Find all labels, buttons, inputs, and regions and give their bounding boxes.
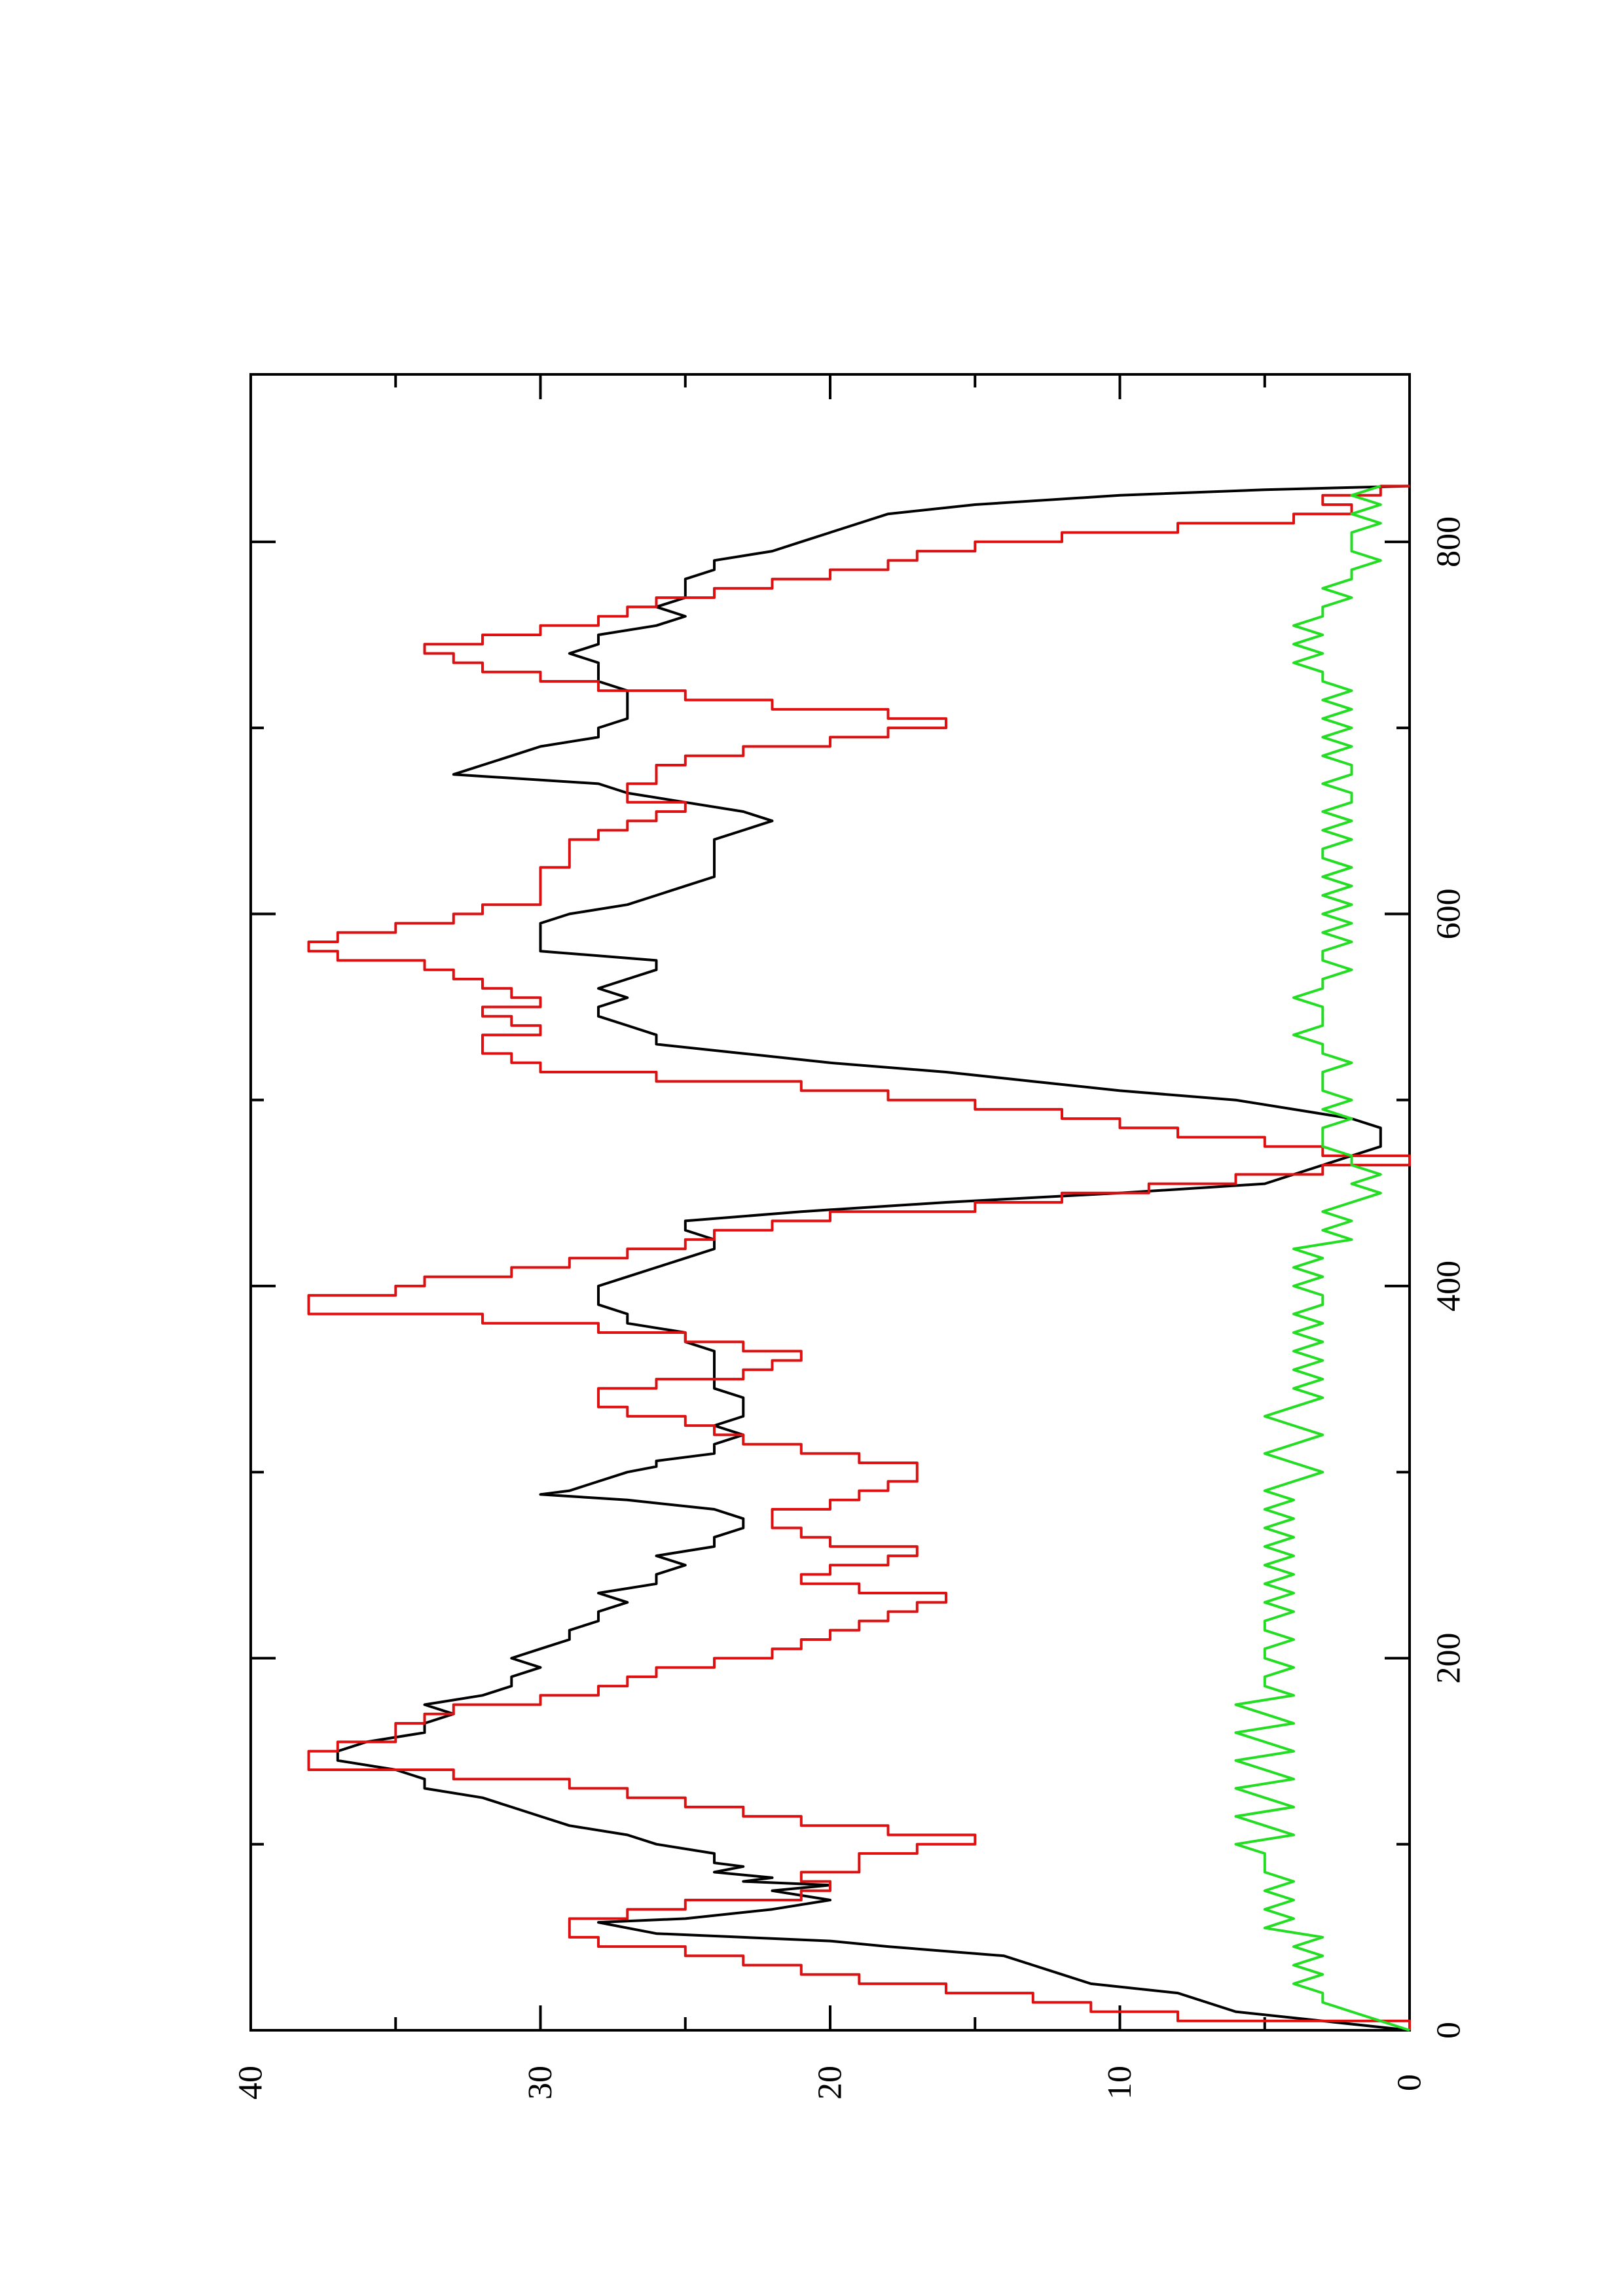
- tick-labels: 0 200 400 600 800 0 10 20 30 40: [232, 516, 1468, 2100]
- x-tick-label: 200: [1431, 1632, 1468, 1683]
- y-tick-label: 20: [812, 2066, 849, 2100]
- y-tick-label: 30: [522, 2066, 559, 2100]
- x-tick-label: 0: [1431, 2022, 1468, 2039]
- y-tick-label: 0: [1391, 2074, 1429, 2091]
- series-line-3: [1234, 484, 1410, 2032]
- x-tick-label: 600: [1431, 888, 1468, 939]
- y-tick-label: 10: [1101, 2066, 1139, 2100]
- series-line-1: [336, 484, 1410, 2032]
- x-tick-label: 400: [1431, 1261, 1468, 1312]
- series-line-2: [307, 484, 1411, 2030]
- series-layer: [307, 484, 1411, 2032]
- x-tick-label: 800: [1431, 516, 1468, 567]
- y-tick-label: 40: [232, 2066, 270, 2100]
- axis-ticks: [249, 374, 1411, 2032]
